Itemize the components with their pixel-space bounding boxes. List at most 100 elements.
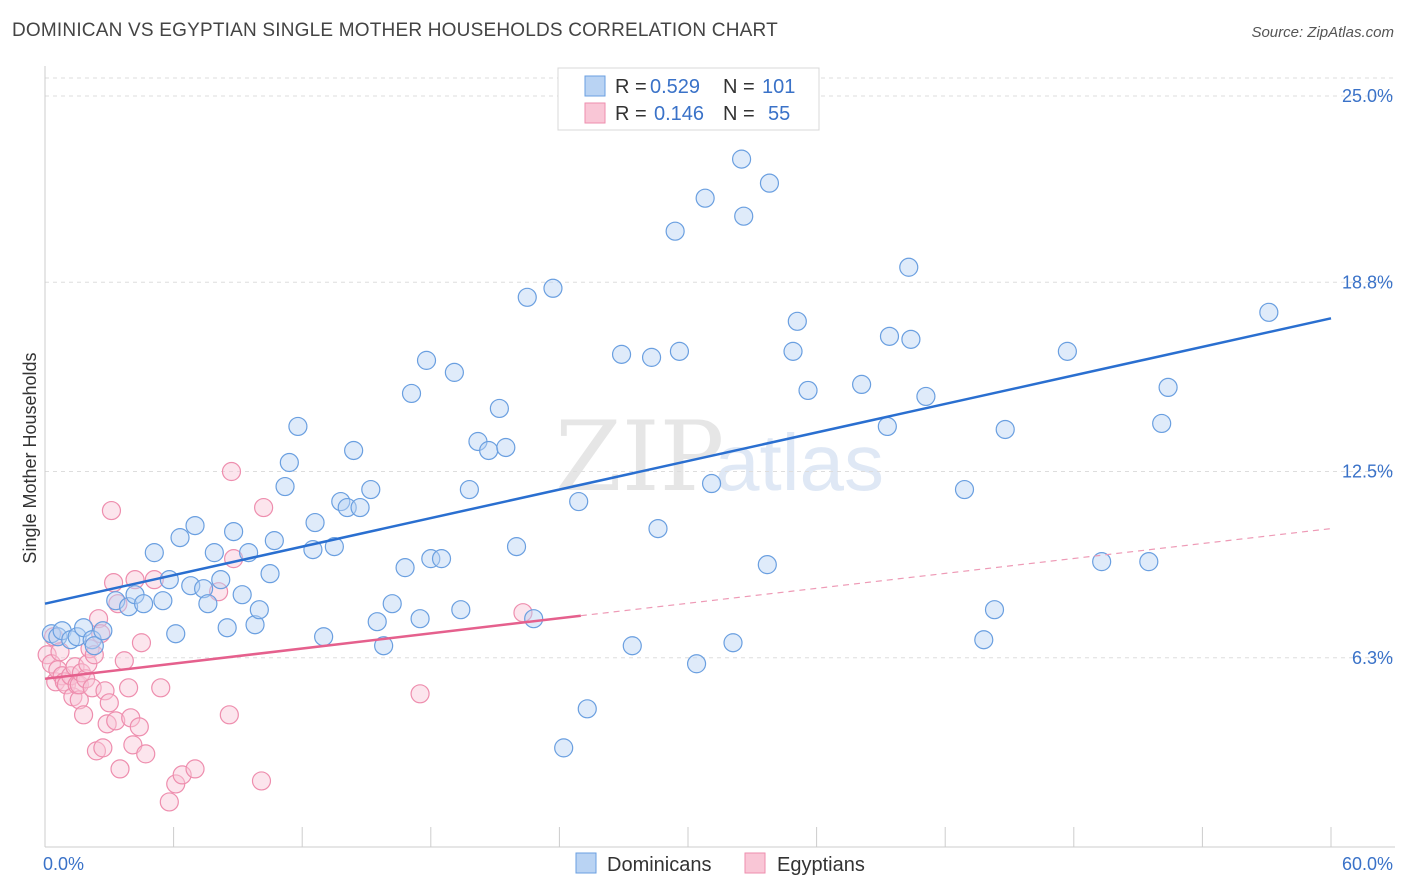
dominican-point <box>264 531 284 551</box>
egyptian-point <box>129 717 149 737</box>
dominican-point <box>787 311 807 331</box>
dominican-point <box>224 521 244 542</box>
dominican-point <box>517 287 537 307</box>
dominican-point <box>879 326 900 346</box>
trend-line-dominicans <box>44 317 1332 605</box>
series-legend: Dominicans Egyptians <box>575 852 865 876</box>
dominican-point <box>954 479 975 500</box>
dominican-point <box>543 278 563 298</box>
dominican-point <box>395 558 415 578</box>
x-tick-label: 0.0% <box>43 854 84 874</box>
dominican-point <box>374 636 394 656</box>
dominican-point <box>1057 341 1077 361</box>
stats-n-label-dominicans: N = <box>723 76 755 98</box>
dominican-point <box>153 591 173 611</box>
egyptian-point <box>101 500 122 521</box>
watermark: ZIP atlas <box>555 401 884 513</box>
egyptian-point <box>136 744 156 764</box>
egyptian-point <box>99 693 119 713</box>
watermark-atlas: atlas <box>715 418 884 507</box>
dominican-point <box>279 452 299 473</box>
dominican-point <box>275 476 295 497</box>
egyptian-point <box>106 711 126 731</box>
egyptian-point <box>108 594 128 614</box>
dominican-point <box>524 609 544 629</box>
dominican-point <box>731 149 752 169</box>
dominican-point <box>382 594 402 614</box>
egyptian-point <box>251 771 272 791</box>
dominican-point <box>451 600 471 620</box>
dominican-point <box>232 585 252 605</box>
dominican-point <box>401 383 422 404</box>
legend-swatch-egyptians <box>744 852 766 874</box>
dominican-point <box>444 362 464 382</box>
dominican-point <box>194 579 214 599</box>
dominican-point <box>569 491 589 512</box>
dominican-point <box>648 518 668 539</box>
dominican-point <box>611 344 632 364</box>
stats-n-value-dominicans: 101 <box>762 76 795 98</box>
dominican-point <box>899 257 919 277</box>
dominican-point <box>479 440 499 461</box>
dominican-point <box>783 341 803 361</box>
stats-legend-swatch-egyptians <box>584 102 606 124</box>
dominican-point <box>1092 552 1112 572</box>
dominican-point <box>995 419 1015 440</box>
dominican-point <box>901 329 921 349</box>
dominican-point <box>93 621 113 641</box>
dominican-point <box>260 564 280 584</box>
dominican-point <box>211 570 231 590</box>
dominican-point <box>496 437 516 458</box>
dominican-point <box>245 615 265 635</box>
egyptian-point <box>159 792 179 812</box>
dominican-point <box>489 398 509 419</box>
dominican-point <box>695 188 715 208</box>
dominican-point <box>118 597 139 617</box>
trend-line-egyptians-extended <box>580 527 1332 617</box>
dominican-point <box>324 537 344 557</box>
dominican-point <box>344 440 364 461</box>
egyptian-point <box>88 609 109 629</box>
egyptian-point <box>221 461 242 482</box>
stats-legend: R = 0.529 N = 101 R = 0.146 N = 55 <box>557 67 820 131</box>
legend-label-egyptians: Egyptians <box>777 854 865 876</box>
dominican-point <box>554 738 574 758</box>
axes <box>44 66 1395 848</box>
dominican-point <box>577 699 597 719</box>
dominican-point <box>204 543 224 563</box>
trend-line-egyptians <box>44 614 581 681</box>
dominican-point <box>185 515 205 536</box>
stats-r-value-dominicans: 0.529 <box>650 76 700 98</box>
dominican-point <box>701 473 722 494</box>
stats-n-label-egyptians: N = <box>723 103 755 125</box>
y-tick-label: 25.0% <box>1342 86 1393 106</box>
dominican-point <box>350 497 370 518</box>
dominican-point <box>431 549 452 569</box>
egyptian-point <box>95 681 115 701</box>
egyptian-point <box>110 759 130 779</box>
dominican-point <box>506 537 527 557</box>
y-axis-title: Single Mother Households <box>20 352 40 563</box>
dominican-point <box>159 570 179 590</box>
y-tick-label: 18.8% <box>1342 272 1393 292</box>
egyptian-point <box>209 582 229 602</box>
legend-swatch-dominicans <box>575 852 597 874</box>
dominican-point <box>852 374 872 395</box>
y-tick-label: 6.3% <box>1352 648 1393 668</box>
dominican-point <box>1259 302 1279 322</box>
dominican-point <box>1139 552 1159 572</box>
dominican-point <box>410 609 430 629</box>
dominican-point <box>984 600 1005 620</box>
dominican-point <box>84 636 104 656</box>
egyptian-point <box>410 684 430 704</box>
egyptian-point <box>73 705 94 725</box>
stats-legend-swatch-dominicans <box>584 75 606 97</box>
dominican-point <box>723 633 743 653</box>
dominican-point <box>249 600 269 620</box>
dominican-point <box>734 206 754 226</box>
dominican-point <box>288 416 308 437</box>
dominican-point <box>166 624 186 644</box>
dominican-point <box>305 512 325 533</box>
